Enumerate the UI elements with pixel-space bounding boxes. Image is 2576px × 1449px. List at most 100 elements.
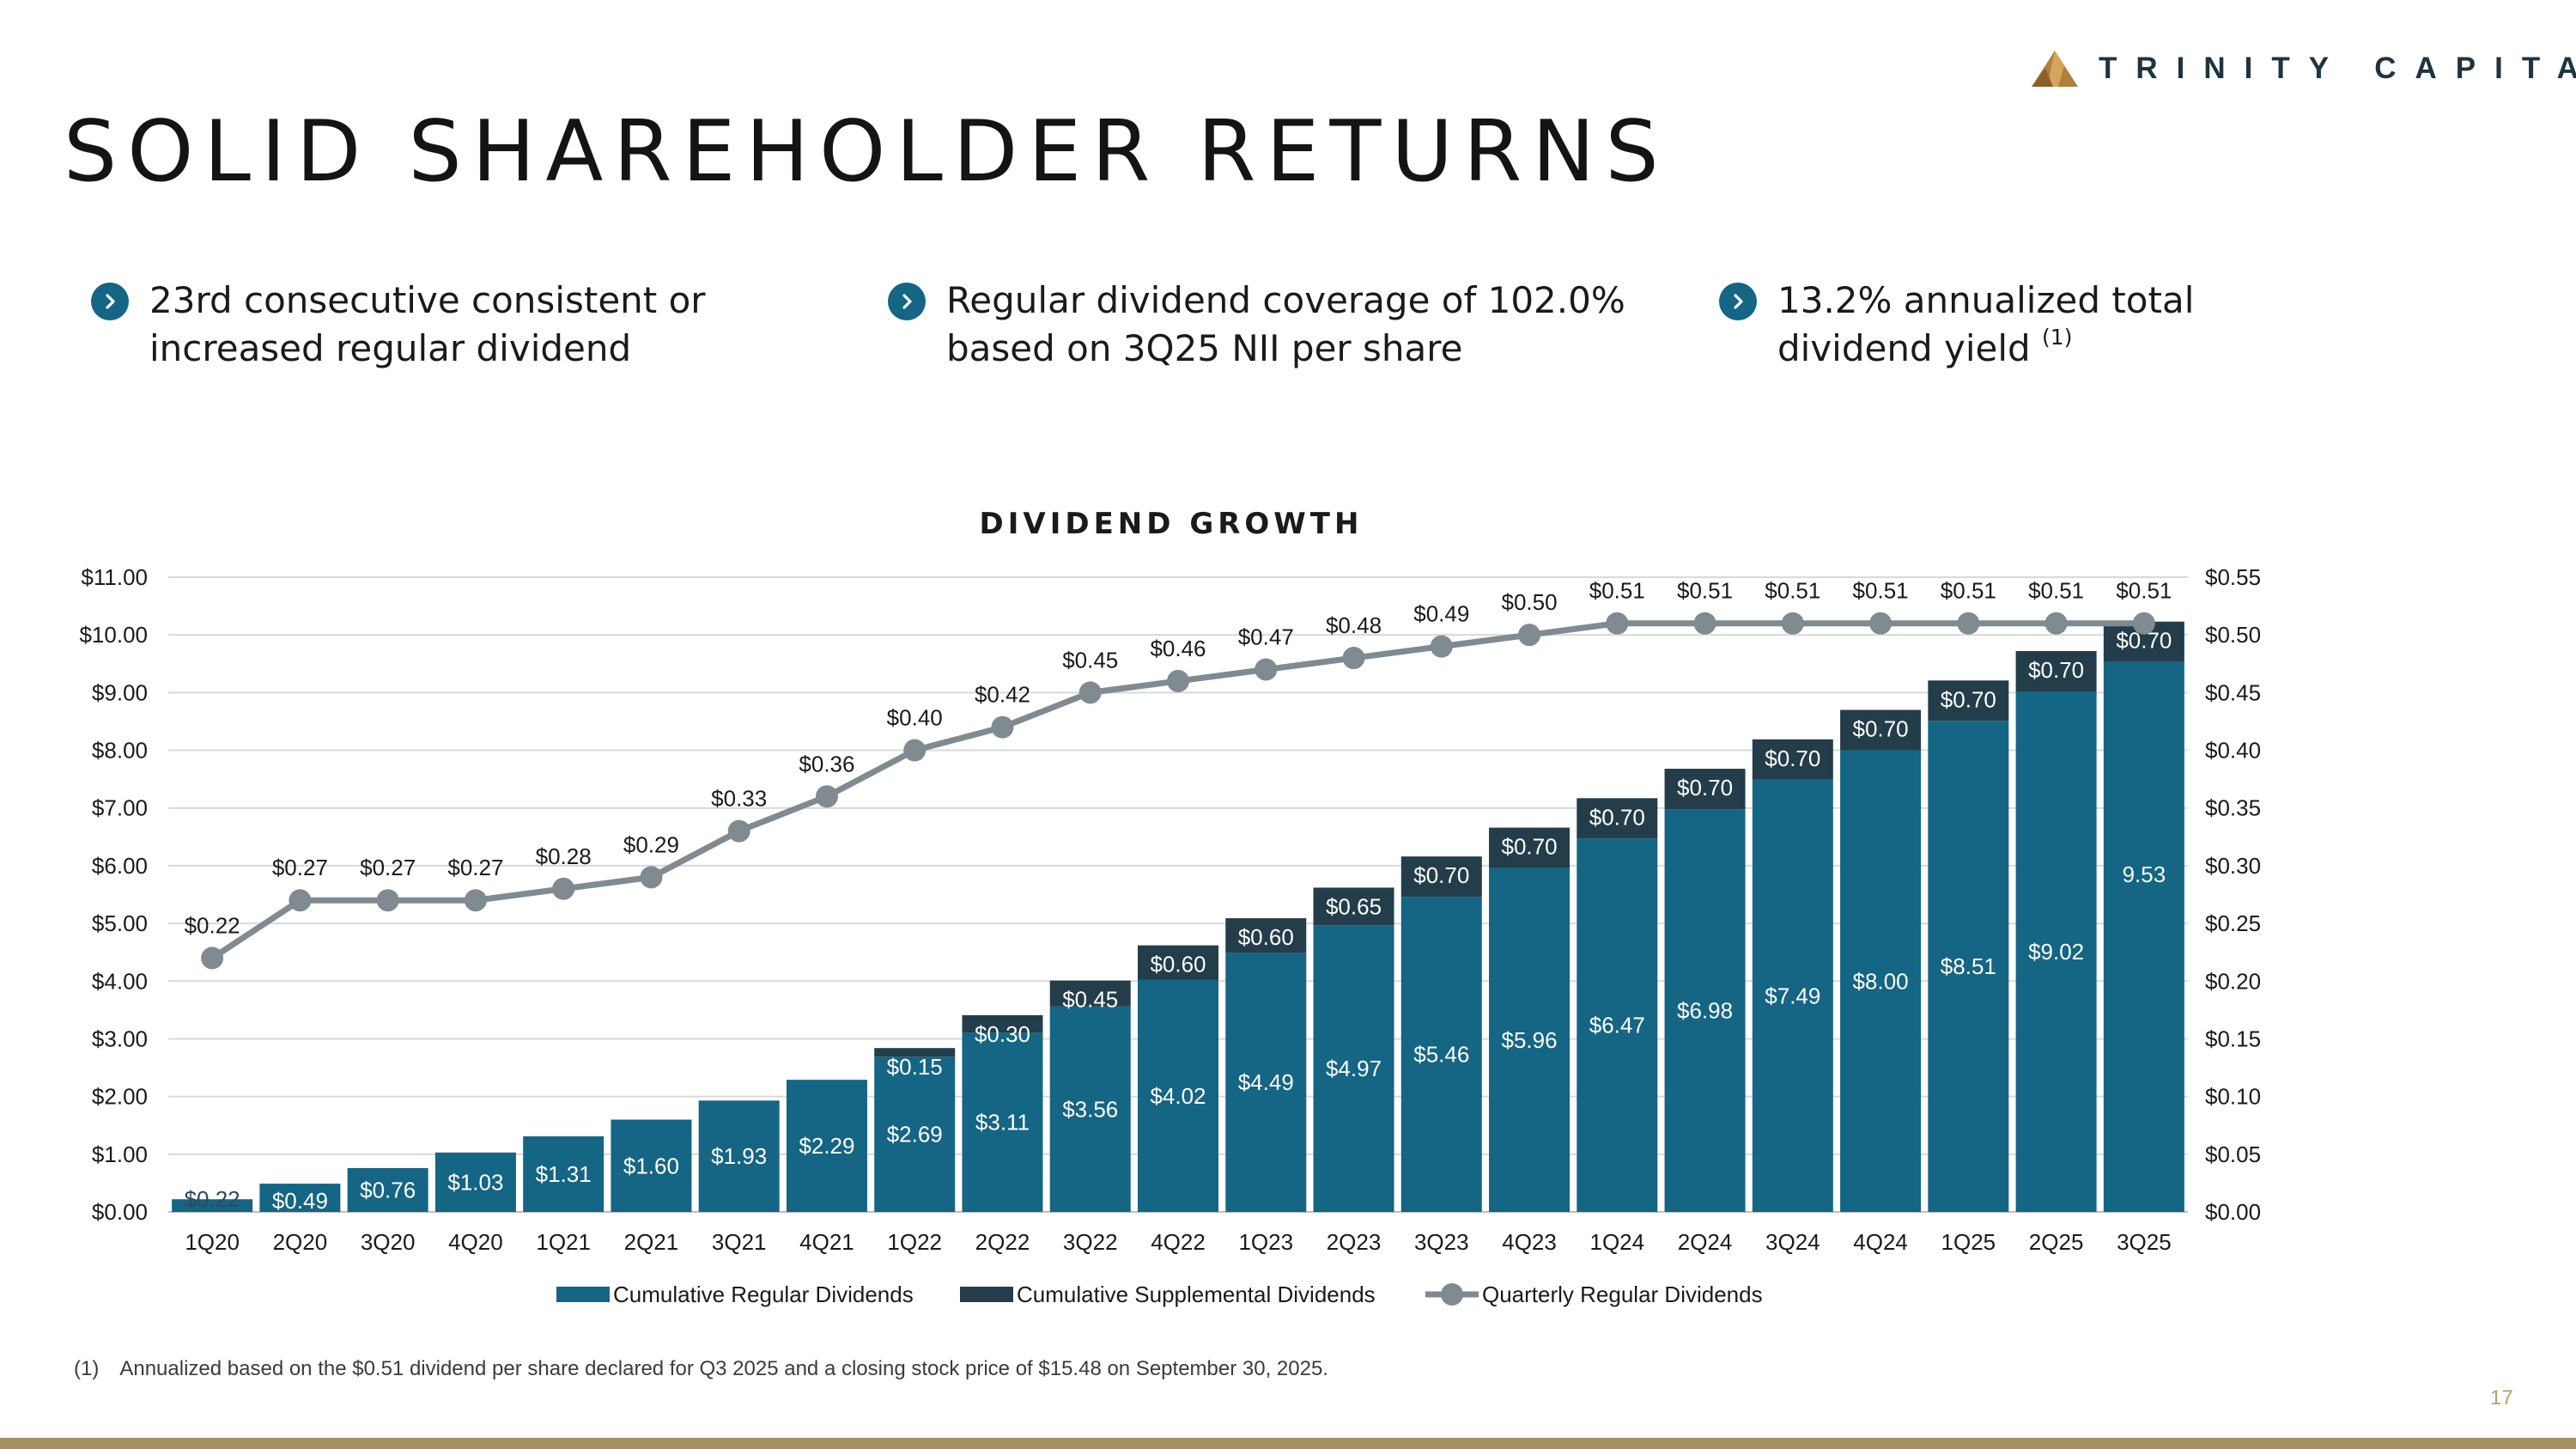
left-axis-tick-label: $6.00	[92, 853, 148, 879]
x-axis-category-label: 3Q23	[1414, 1229, 1469, 1255]
footnote: (1) Annualized based on the $0.51 dividen…	[74, 1357, 1328, 1381]
x-axis-category-label: 1Q22	[887, 1229, 942, 1255]
left-axis-tick-label: $0.00	[92, 1199, 148, 1225]
bar-cumulative-supplemental	[962, 1014, 1043, 1033]
x-axis-category-label: 3Q24	[1765, 1229, 1820, 1255]
slide-title: SOLID SHAREHOLDER RETURNS	[64, 103, 1669, 201]
line-data-label: $0.51	[2116, 578, 2172, 604]
right-axis-tick-label: $0.15	[2205, 1026, 2261, 1051]
line-data-point	[1693, 612, 1716, 635]
page-number: 17	[2490, 1386, 2513, 1409]
x-axis-category-label: 4Q23	[1502, 1229, 1557, 1255]
bar-cumulative-regular	[1840, 750, 1922, 1212]
left-axis-tick-label: $2.00	[92, 1084, 148, 1110]
bar-cumulative-supplemental	[1928, 680, 2009, 721]
line-data-point	[464, 889, 487, 912]
bullet-text-line: based on 3Q25 NII per share	[946, 327, 1463, 369]
bar-cumulative-regular	[434, 1152, 516, 1212]
x-axis-category-label: 2Q22	[975, 1229, 1030, 1255]
bar-cumulative-supplemental	[1225, 918, 1307, 953]
left-axis-tick-label: $8.00	[92, 738, 148, 764]
line-data-label: $0.22	[185, 912, 240, 938]
line-data-label: $0.42	[975, 682, 1030, 708]
bar-cumulative-supplemental	[1577, 798, 1658, 839]
right-axis-tick-label: $0.50	[2205, 622, 2261, 648]
line-data-point	[2044, 612, 2068, 635]
regular-data-label: $5.96	[1502, 1027, 1558, 1053]
bar-cumulative-regular	[172, 1199, 253, 1212]
legend-label: Quarterly Regular Dividends	[1482, 1282, 1763, 1307]
left-axis-tick-label: $1.00	[92, 1142, 148, 1167]
line-data-point	[552, 877, 575, 900]
regular-data-label: $4.02	[1150, 1083, 1206, 1109]
bar-cumulative-supplemental	[1840, 709, 1922, 751]
bar-cumulative-regular	[523, 1135, 605, 1212]
bar-cumulative-supplemental	[1752, 739, 1833, 780]
regular-data-label: $0.76	[360, 1177, 416, 1202]
chart-title: DIVIDEND GROWTH	[979, 507, 1364, 541]
regular-data-label: $2.29	[799, 1133, 854, 1159]
bar-cumulative-regular	[1225, 953, 1307, 1212]
line-data-label: $0.51	[1677, 578, 1733, 604]
x-axis-category-label: 1Q24	[1589, 1229, 1644, 1255]
chevron-right-icon	[888, 283, 926, 320]
line-data-point	[1255, 658, 1278, 681]
bar-cumulative-regular	[1489, 868, 1571, 1212]
supplemental-data-label: $0.60	[1150, 952, 1206, 977]
bar-cumulative-regular	[962, 1032, 1043, 1212]
line-data-point	[1869, 612, 1893, 635]
regular-data-label: $1.93	[711, 1143, 767, 1169]
chevron-right-icon	[1719, 283, 1757, 320]
supplemental-data-label: $0.70	[1941, 686, 1996, 712]
bar-cumulative-supplemental	[1664, 769, 1746, 810]
line-data-label: $0.49	[1413, 601, 1469, 627]
bar-cumulative-supplemental	[1489, 827, 1571, 868]
trinity-capital-logo: TRINITY CAPITAL	[2030, 48, 2576, 89]
left-axis-tick-label: $4.00	[92, 968, 148, 994]
line-data-label: $0.50	[1502, 589, 1558, 615]
line-data-point	[1957, 612, 1980, 635]
line-data-point	[903, 739, 927, 762]
regular-data-label: $0.22	[185, 1186, 240, 1212]
line-data-point	[2132, 612, 2155, 635]
supplemental-data-label: $0.70	[1502, 834, 1558, 860]
regular-data-label: $6.47	[1589, 1013, 1645, 1038]
bar-cumulative-supplemental	[1138, 945, 1218, 980]
x-axis-category-label: 4Q21	[799, 1229, 854, 1255]
x-axis-category-label: 2Q20	[273, 1229, 328, 1255]
regular-data-label: $8.51	[1941, 953, 1996, 979]
line-data-label: $0.28	[536, 843, 592, 869]
right-axis-tick-label: $0.20	[2205, 968, 2261, 994]
right-axis-tick-label: $0.05	[2205, 1142, 2261, 1167]
line-data-label: $0.51	[1765, 578, 1820, 604]
x-axis-category-label: 1Q20	[185, 1229, 240, 1255]
left-axis-tick-label: $11.00	[81, 564, 148, 590]
footer-accent-bar	[0, 1438, 2576, 1449]
supplemental-data-label: $0.70	[2028, 657, 2084, 683]
bullet-text-line: 23rd consecutive consistent or	[149, 279, 706, 321]
regular-data-label: $7.49	[1765, 983, 1820, 1008]
line-data-label: $0.51	[2028, 578, 2084, 604]
line-data-point	[727, 819, 750, 843]
legend-swatch-regular	[556, 1287, 610, 1302]
regular-data-label: $6.98	[1677, 998, 1733, 1024]
bar-cumulative-regular	[2103, 661, 2184, 1212]
bar-cumulative-supplemental	[1049, 980, 1131, 1007]
x-axis-category-label: 1Q21	[536, 1229, 591, 1255]
line-data-label: $0.45	[1062, 647, 1118, 673]
regular-data-label: $4.49	[1238, 1069, 1294, 1095]
x-axis-category-label: 1Q25	[1941, 1229, 1996, 1255]
line-data-label: $0.27	[360, 855, 416, 880]
regular-data-label: $0.49	[272, 1188, 328, 1214]
regular-data-label: $3.11	[975, 1110, 1030, 1135]
bullet-consecutive-dividend: 23rd consecutive consistent or increased…	[91, 277, 706, 373]
left-axis-tick-label: $10.00	[79, 622, 148, 648]
bar-cumulative-regular	[347, 1167, 428, 1212]
footnote-text: Annualized based on the $0.51 dividend p…	[119, 1357, 1328, 1380]
line-data-label: $0.51	[1941, 578, 1996, 604]
bar-cumulative-regular	[786, 1080, 867, 1212]
bar-cumulative-regular	[1313, 925, 1394, 1212]
supplemental-data-label: $0.60	[1238, 924, 1294, 950]
line-data-label: $0.33	[711, 786, 767, 812]
bar-cumulative-regular	[1928, 721, 2009, 1212]
